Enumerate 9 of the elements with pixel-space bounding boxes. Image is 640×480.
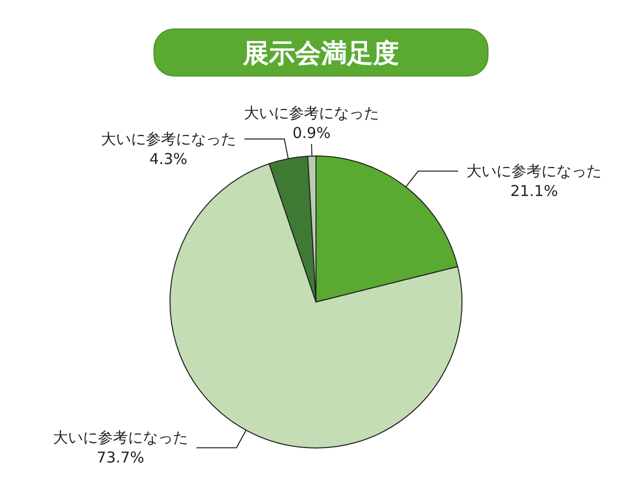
slice-label: 大いに参考になった: [244, 104, 380, 122]
data-label: 21.1%: [510, 182, 558, 200]
data-label: 73.7%: [96, 448, 144, 467]
chart-title: 展示会満足度: [242, 39, 399, 69]
slice-label: 大いに参考になった: [100, 130, 236, 148]
data-label: 4.3%: [149, 150, 188, 168]
slice-label: 大いに参考になった: [52, 428, 188, 447]
slice-label: 大いに参考になった: [466, 162, 602, 180]
data-label: 0.9%: [292, 124, 331, 142]
